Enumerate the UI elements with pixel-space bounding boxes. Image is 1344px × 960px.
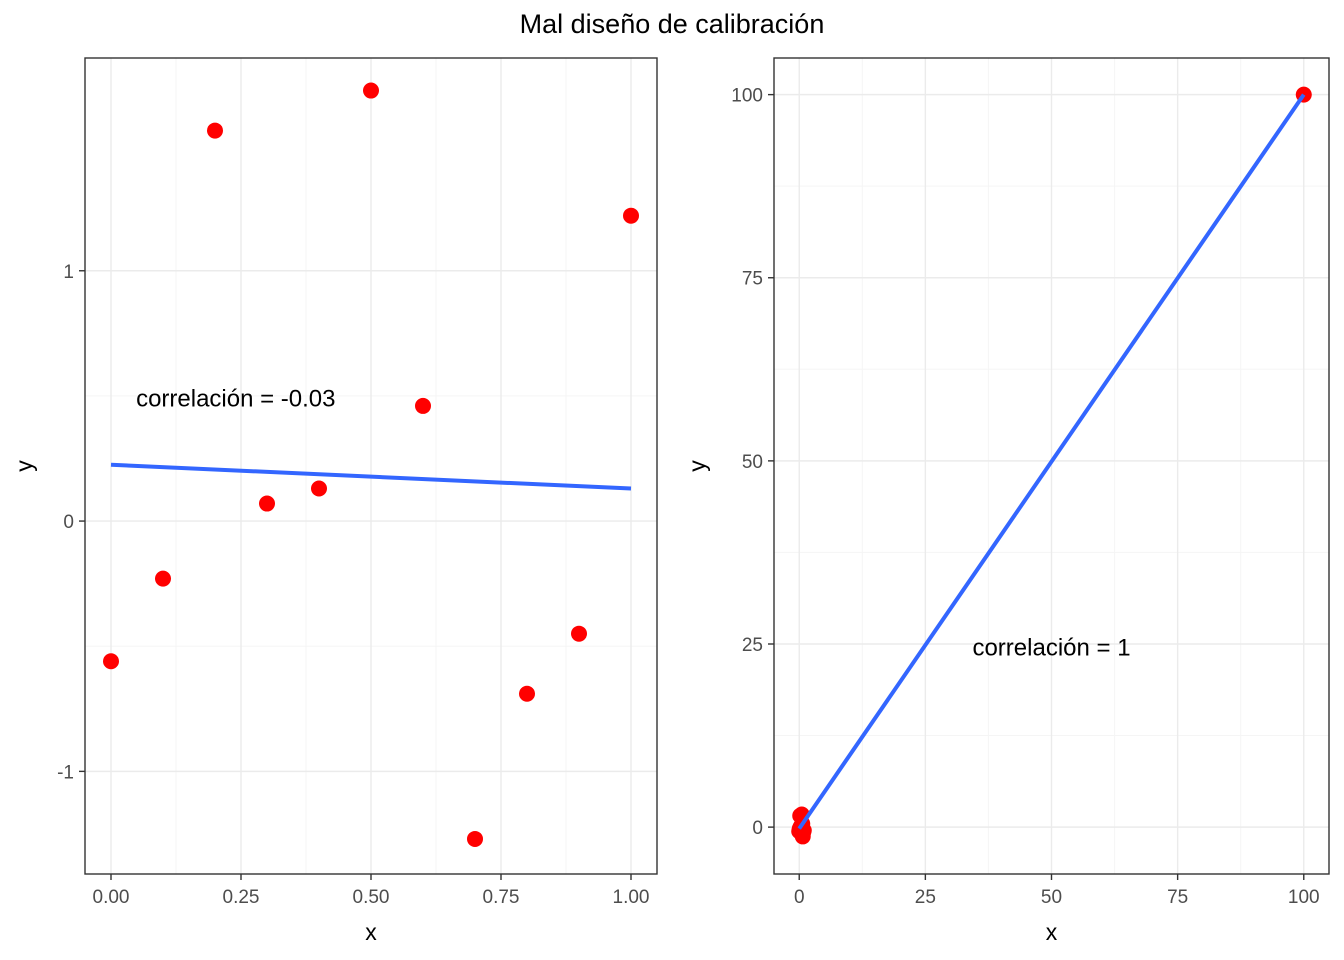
data-point: [311, 480, 327, 497]
data-point: [415, 397, 431, 414]
y-tick-label: 1: [63, 262, 74, 283]
y-tick-label: 0: [752, 818, 763, 839]
data-point: [103, 653, 119, 670]
data-point: [467, 830, 483, 847]
x-tick-label: 75: [1167, 887, 1188, 908]
x-tick-label: 0.75: [483, 887, 520, 908]
y-axis-title: y: [11, 460, 37, 472]
x-tick-label: 0: [794, 887, 805, 908]
data-point: [571, 625, 587, 642]
x-tick-label: 25: [915, 887, 936, 908]
regression-line: [797, 93, 1306, 830]
y-tick-label: 75: [742, 269, 763, 290]
x-axis-title: x: [365, 919, 377, 945]
x-tick-label: 0.00: [93, 887, 130, 908]
left-scatter-panel: 0.00 0.25 0.50 0.75 1.00 -1 0 1 x y correlación = …: [11, 57, 658, 945]
x-tick-label: 0.50: [353, 887, 390, 908]
x-tick-label: 0.25: [223, 887, 260, 908]
y-tick-label: 25: [742, 635, 763, 656]
data-point: [207, 122, 223, 139]
regression-line: [110, 462, 632, 491]
correlation-annotation: correlación = -0.03: [136, 385, 335, 412]
figure-title: Mal diseño de calibración: [520, 9, 825, 39]
x-tick-label: 1.00: [613, 887, 650, 908]
data-point: [155, 570, 171, 587]
y-tick-label: -1: [57, 762, 74, 783]
data-point: [363, 82, 379, 99]
data-point: [259, 495, 275, 512]
correlation-annotation: correlación = 1: [972, 635, 1130, 662]
x-axis-title: x: [1046, 919, 1058, 945]
x-tick-label: 50: [1041, 887, 1062, 908]
y-tick-label: 100: [731, 86, 763, 107]
data-point: [519, 685, 535, 702]
y-tick-label: 50: [742, 452, 763, 473]
right-scatter-panel: 0 25 50 75 100 0 25 50 75 100 x y correlación = 1: [684, 57, 1330, 945]
y-tick-label: 0: [63, 512, 74, 533]
data-point: [623, 207, 639, 224]
x-tick-label: 100: [1288, 887, 1320, 908]
y-axis-title: y: [684, 460, 710, 472]
